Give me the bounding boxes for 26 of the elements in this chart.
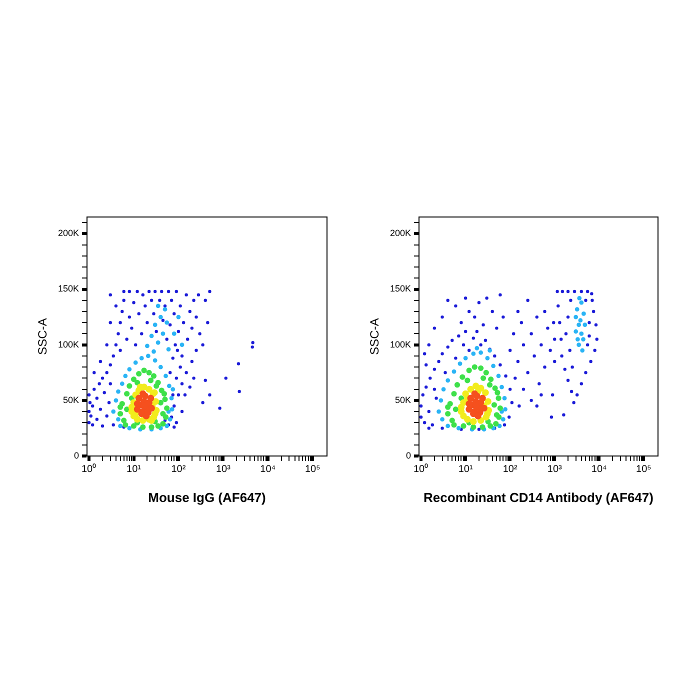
y-tick-label: 150K (58, 284, 79, 294)
x-tick-label: 10⁵ (304, 464, 320, 475)
y-tick-label: 100K (58, 339, 79, 350)
y-tick-label: 50K (394, 394, 411, 405)
x-axis-title: Recombinant CD14 Antibody (AF647) (424, 490, 654, 505)
y-tick-label: 150K (390, 284, 411, 294)
x-axis-title: Mouse IgG (AF647) (148, 490, 266, 505)
x-tick-label: 10⁰ (81, 462, 97, 475)
x-tick-label: 10⁴ (591, 464, 607, 475)
y-tick-label: 0 (406, 450, 411, 460)
x-tick-label: 10¹ (458, 464, 474, 475)
y-axis-title: SSC-A (368, 318, 382, 355)
x-tick-label: 10² (502, 464, 518, 475)
x-tick-label: 10³ (216, 464, 232, 475)
y-tick-label: 50K (62, 394, 79, 405)
x-tick-label: 10⁴ (260, 464, 276, 475)
y-tick-label: 200K (390, 228, 411, 238)
x-tick-label: 10⁵ (636, 464, 652, 475)
y-axis-title: SSC-A (36, 318, 50, 355)
x-tick-label: 10⁰ (413, 462, 429, 475)
y-tick-label: 100K (390, 339, 411, 350)
y-tick-label: 0 (74, 450, 79, 460)
x-tick-label: 10² (171, 464, 186, 475)
x-tick-label: 10¹ (126, 464, 142, 475)
x-tick-label: 10³ (547, 464, 563, 475)
y-tick-label: 200K (58, 228, 79, 238)
